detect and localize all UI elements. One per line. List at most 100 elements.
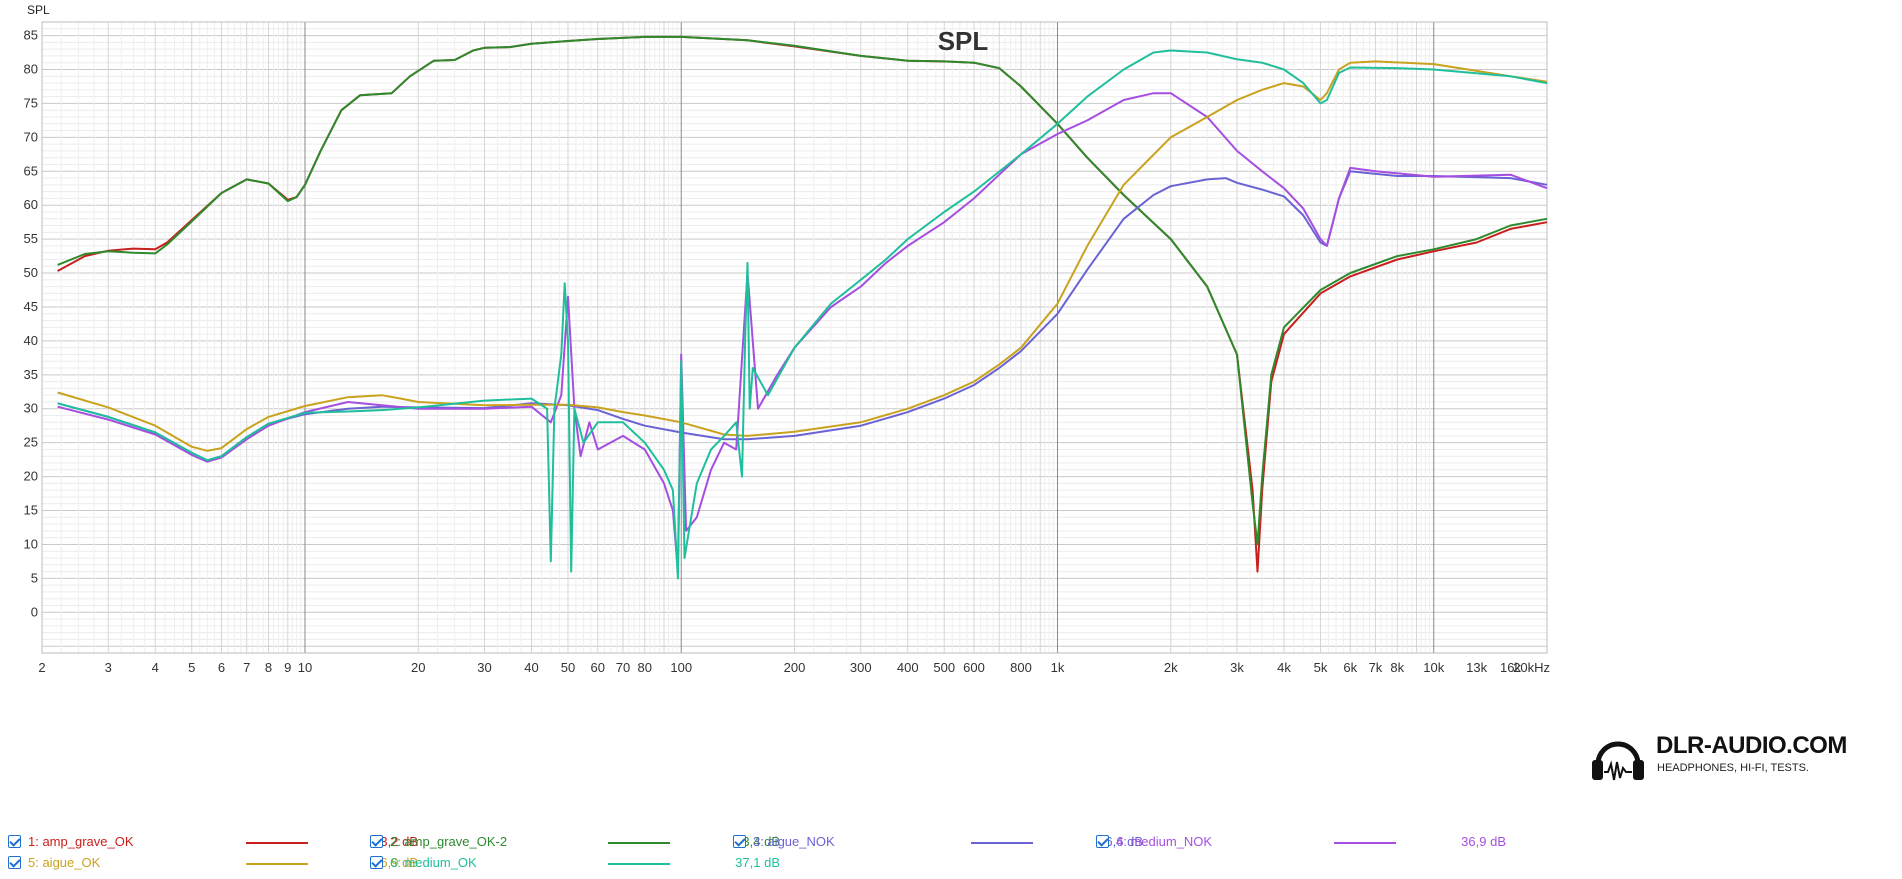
brand-title: DLR-AUDIO.COM xyxy=(1656,732,1847,759)
series-visibility-checkbox[interactable] xyxy=(370,835,383,848)
series-line-5 xyxy=(57,60,1548,452)
x-tick-label: 8 xyxy=(265,660,272,675)
y-tick-label: 20 xyxy=(24,469,38,484)
y-tick-label: 80 xyxy=(24,61,38,76)
y-tick-label: 35 xyxy=(24,367,38,382)
y-tick-label: 30 xyxy=(24,401,38,416)
x-tick-label: 60 xyxy=(591,660,605,675)
x-tick-label: 1k xyxy=(1051,660,1065,675)
x-tick-label: 13k xyxy=(1466,660,1487,675)
x-tick-label: 200 xyxy=(784,660,806,675)
legend-series-name: 5: aigue_OK xyxy=(28,855,101,870)
y-tick-label: 60 xyxy=(24,197,38,212)
x-tick-label: 500 xyxy=(933,660,955,675)
x-tick-label: 50 xyxy=(561,660,575,675)
x-tick-label: 7 xyxy=(243,660,250,675)
x-tick-label: 16k xyxy=(1500,660,1521,675)
x-tick-label: 6 xyxy=(218,660,225,675)
x-tick-label: 600 xyxy=(963,660,985,675)
x-tick-label: 10k xyxy=(1423,660,1444,675)
x-tick-label: 400 xyxy=(897,660,919,675)
series-visibility-checkbox[interactable] xyxy=(370,856,383,869)
x-tick-label: 3k xyxy=(1230,660,1244,675)
legend-item-2[interactable]: 2: amp_grave_OK-2 83,4 dB xyxy=(370,832,790,854)
legend-series-name: 6: medium_OK xyxy=(390,855,477,870)
brand-logo: DLR-AUDIO.COM HEADPHONES, HI-FI, TESTS. xyxy=(1588,726,1888,786)
legend-item-5[interactable]: 5: aigue_OK 26,9 dB xyxy=(8,853,428,875)
x-tick-label: 4 xyxy=(152,660,159,675)
y-tick-label: 85 xyxy=(24,28,38,43)
x-tick-label: 7k xyxy=(1369,660,1383,675)
x-tick-label: 20 xyxy=(411,660,425,675)
y-tick-label: 15 xyxy=(24,503,38,518)
y-tick-label: 65 xyxy=(24,163,38,178)
legend-item-3[interactable]: 3: aigue_NOK 26,6 dB xyxy=(733,832,1153,854)
x-tick-label: 4k xyxy=(1277,660,1291,675)
y-tick-label: 70 xyxy=(24,129,38,144)
series-lines xyxy=(57,35,1548,580)
legend-color-swatch xyxy=(1334,842,1396,844)
legend-series-value: 36,9 dB xyxy=(1461,834,1506,849)
legend-series-value: 37,1 dB xyxy=(735,855,780,870)
legend-series-value: 83,2 dB xyxy=(373,834,418,849)
legend-series-name: 4: medium_NOK xyxy=(1116,834,1213,849)
y-tick-label: 25 xyxy=(24,435,38,450)
y-tick-labels: 0 5 10 15 20 25 30 35 40 45 50 55 60 65 70 75 80 85 xyxy=(24,28,38,620)
y-tick-label: 55 xyxy=(24,231,38,246)
y-tick-label: 45 xyxy=(24,299,38,314)
legend-color-swatch xyxy=(608,842,670,844)
plot-frame xyxy=(41,21,1548,654)
headphones-icon xyxy=(1592,741,1644,781)
x-tick-label: 10 xyxy=(298,660,312,675)
y-axis-label: SPL xyxy=(27,3,50,17)
legend-series-value: 83,4 dB xyxy=(735,834,780,849)
x-tick-label: 9 xyxy=(284,660,291,675)
x-tick-label: 8k xyxy=(1390,660,1404,675)
legend-series-name: 2: amp_grave_OK-2 xyxy=(390,834,508,849)
x-tick-label: 5 xyxy=(188,660,195,675)
legend-item-4[interactable]: 4: medium_NOK 36,9 dB xyxy=(1096,832,1516,854)
series-line-3 xyxy=(57,170,1548,462)
x-tick-label: 300 xyxy=(850,660,872,675)
series-visibility-checkbox[interactable] xyxy=(1096,835,1109,848)
x-tick-label: 5k xyxy=(1314,660,1328,675)
legend-series-name: 1: amp_grave_OK xyxy=(28,834,134,849)
y-tick-label: 40 xyxy=(24,333,38,348)
series-visibility-checkbox[interactable] xyxy=(8,856,21,869)
x-tick-label: 6k xyxy=(1343,660,1357,675)
legend-color-swatch xyxy=(971,842,1033,844)
x-tick-label: 100 xyxy=(670,660,692,675)
legend-series-value: 26,6 dB xyxy=(1098,834,1143,849)
legend-series-value: 26,9 dB xyxy=(373,855,418,870)
series-line-4 xyxy=(57,92,1548,573)
x-tick-label: 3 xyxy=(105,660,112,675)
y-tick-label: 10 xyxy=(24,536,38,551)
legend-color-swatch xyxy=(608,863,670,865)
x-tick-label: 800 xyxy=(1010,660,1032,675)
x-tick-label: 20kHz xyxy=(1513,660,1550,675)
legend-color-swatch xyxy=(246,863,308,865)
series-visibility-checkbox[interactable] xyxy=(8,835,21,848)
series-line-6 xyxy=(57,49,1548,580)
series-visibility-checkbox[interactable] xyxy=(733,835,746,848)
legend: 1: amp_grave_OK 83,2 dB 2: amp_grave_OK-2 8… xyxy=(0,828,1902,879)
series-line-2 xyxy=(57,35,1548,546)
x-tick-label: 2 xyxy=(38,660,45,675)
legend-item-6[interactable]: 6: medium_OK 37,1 dB xyxy=(370,853,790,875)
legend-series-name: 3: aigue_NOK xyxy=(753,834,835,849)
x-tick-label: 2k xyxy=(1164,660,1178,675)
x-tick-label: 70 xyxy=(616,660,630,675)
legend-item-1[interactable]: 1: amp_grave_OK 83,2 dB xyxy=(8,832,428,854)
y-tick-label: 75 xyxy=(24,95,38,110)
y-tick-label: 5 xyxy=(31,570,38,585)
x-tick-label: 30 xyxy=(477,660,491,675)
y-tick-label: 0 xyxy=(31,604,38,619)
x-tick-label: 80 xyxy=(638,660,652,675)
chart-title: SPL xyxy=(938,26,989,56)
brand-subtitle: HEADPHONES, HI-FI, TESTS. xyxy=(1657,762,1809,774)
grid xyxy=(41,21,1548,654)
legend-color-swatch xyxy=(246,842,308,844)
x-tick-label: 40 xyxy=(524,660,538,675)
y-tick-label: 50 xyxy=(24,265,38,280)
